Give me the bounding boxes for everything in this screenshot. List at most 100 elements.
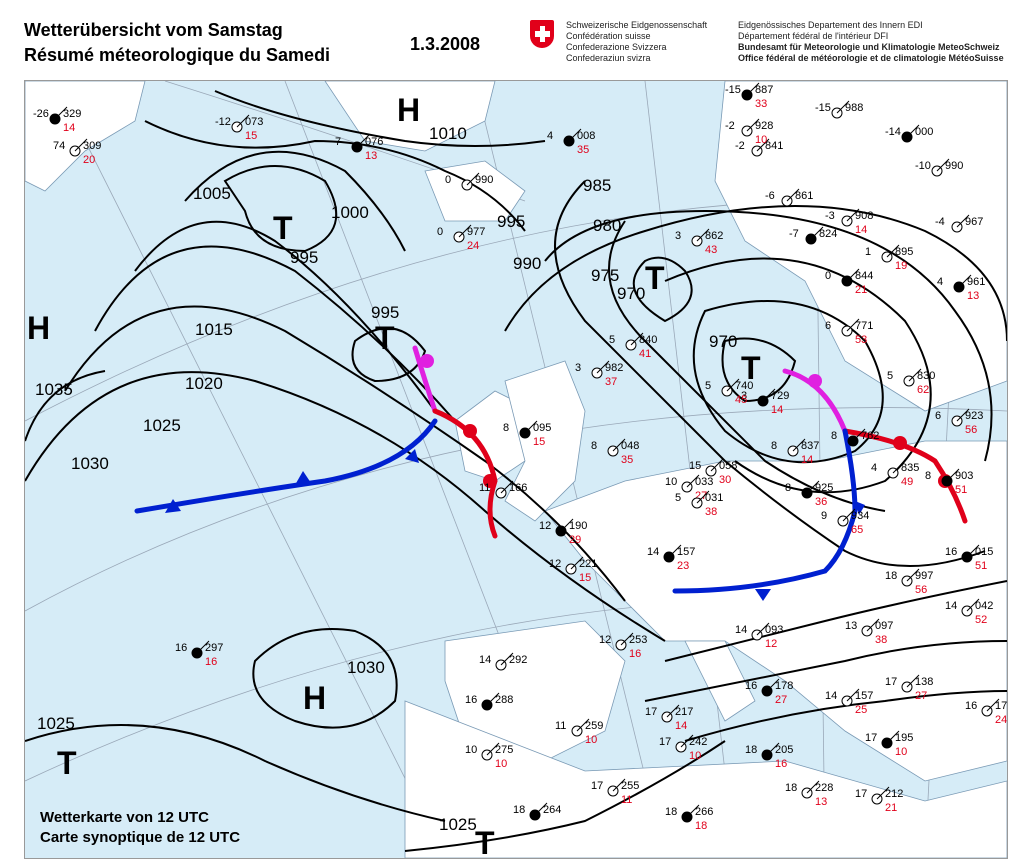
station-plot: -7 824 <box>789 226 837 245</box>
wind-barb-icon <box>836 100 850 114</box>
station-temperature: 14 <box>479 654 491 666</box>
station-pressure-tendency: 10 <box>895 746 907 758</box>
wind-barb-icon <box>810 226 824 240</box>
station-pressure-tendency: 23 <box>677 560 689 572</box>
wind-barb-icon <box>906 568 920 582</box>
isobar <box>25 724 446 822</box>
land-iberia <box>444 620 626 762</box>
station-plot: -2 841 <box>735 138 783 157</box>
station-plot: 12 190 29 <box>539 518 587 546</box>
station-plot: -14 000 <box>885 124 933 143</box>
station-temperature: 8 <box>831 430 837 442</box>
wind-barb-icon <box>196 640 210 654</box>
station-temperature: 14 <box>945 600 957 612</box>
station-pressure-tendency: 14 <box>675 720 687 732</box>
station-plot: 17 138 27 <box>885 674 933 702</box>
station-pressure-tendency: 24 <box>467 240 479 252</box>
isobar-label: 1035 <box>35 380 73 399</box>
isobar-label: 995 <box>497 212 525 231</box>
station-plot: -15 988 <box>815 100 863 119</box>
station-plot: 3 729 14 <box>741 388 789 416</box>
station-pressure-tendency: 27 <box>915 690 927 702</box>
isobar <box>684 690 1007 742</box>
pressure-centers: H H H T T T T T T <box>27 92 761 858</box>
isobar-label: 1030 <box>71 454 109 473</box>
station-pressure-tendency: 29 <box>569 534 581 546</box>
station-pressure: 212 <box>885 788 903 800</box>
station-plot: 74 309 20 <box>53 138 101 166</box>
high-pressure-label: H <box>303 680 326 716</box>
station-temperature: 16 <box>465 694 477 706</box>
wind-barb-icon <box>806 480 820 494</box>
cold-front-triangle <box>405 449 419 463</box>
isobar <box>664 580 1007 662</box>
station-temperature: 16 <box>965 700 977 712</box>
station-pressure: 887 <box>755 84 773 96</box>
high-pressure-label: H <box>397 92 420 128</box>
caption-line: Carte synoptique de 12 UTC <box>40 829 241 846</box>
station-plot: -12 073 15 <box>215 114 263 142</box>
station-pressure: 961 <box>967 276 985 288</box>
station-temperature: -2 <box>735 140 745 152</box>
wind-barb-icon <box>500 652 514 666</box>
warm-front-semicircle <box>483 474 497 488</box>
land-greenland <box>25 81 146 192</box>
station-plot: 14 157 25 <box>825 688 873 716</box>
station-plot: 4 961 13 <box>937 274 985 302</box>
station-pressure: 253 <box>629 634 647 646</box>
isobar <box>632 256 693 323</box>
station-plot: -26 329 14 <box>33 106 81 134</box>
station-plot: 4 008 35 <box>547 128 595 156</box>
station-pressure: 033 <box>695 476 713 488</box>
station-temperature: 17 <box>645 706 657 718</box>
wind-barb-icon <box>956 214 970 228</box>
station-temperature: 6 <box>935 410 941 422</box>
station-plot: 12 221 15 <box>549 556 597 584</box>
station-pressure: 221 <box>579 558 597 570</box>
station-pressure: 862 <box>705 230 723 242</box>
station-plot: 3 982 37 <box>575 360 623 388</box>
station-plot: 11 259 10 <box>555 718 603 746</box>
station-pressure: 000 <box>915 126 933 138</box>
station-pressure: 255 <box>621 780 639 792</box>
wind-barb-icon <box>946 468 960 482</box>
wind-barb-icon <box>612 778 626 792</box>
wind-barb-icon <box>766 678 780 692</box>
station-temperature: 8 <box>785 482 791 494</box>
station-pressure: 264 <box>543 804 561 816</box>
station-temperature: 17 <box>865 732 877 744</box>
station-temperature: 12 <box>599 634 611 646</box>
synoptic-map: H H H T T T T T T 1010 1005 1000 995 995… <box>24 80 1008 859</box>
station-temperature: 6 <box>825 320 831 332</box>
land-italy <box>684 640 756 722</box>
wind-barb-icon <box>696 228 710 242</box>
station-pressure-tendency: 15 <box>245 130 257 142</box>
station-temperature: 18 <box>745 744 757 756</box>
station-plot: 16 178 27 <box>745 678 793 706</box>
wind-barb-icon <box>908 368 922 382</box>
agency-line: Schweizerische Eidgenossenschaft <box>566 20 708 30</box>
isobar <box>544 209 993 462</box>
wind-barb-icon <box>892 460 906 474</box>
station-plot: 17 217 14 <box>645 704 693 732</box>
wind-barb-icon <box>876 786 890 800</box>
wind-barb-icon <box>842 508 856 522</box>
station-pressure: 977 <box>467 226 485 238</box>
station-temperature: 8 <box>591 440 597 452</box>
station-temperature: 0 <box>825 270 831 282</box>
station-pressure-tendency: 13 <box>967 290 979 302</box>
station-pressure: 840 <box>639 334 657 346</box>
station-temperature: -3 <box>825 210 835 222</box>
wind-barb-icon <box>956 408 970 422</box>
station-pressure-tendency: 56 <box>915 584 927 596</box>
station-pressure-tendency: 10 <box>755 134 767 146</box>
station-pressure: 841 <box>765 140 783 152</box>
station-pressure: 031 <box>705 492 723 504</box>
department-line: Office fédéral de météorologie et de cli… <box>738 53 1004 63</box>
station-plot: 16 015 51 <box>945 544 993 572</box>
station-temperature: 17 <box>591 780 603 792</box>
station-temperature: 10 <box>465 744 477 756</box>
isobar-label: 980 <box>593 216 621 235</box>
station-pressure-tendency: 25 <box>855 704 867 716</box>
